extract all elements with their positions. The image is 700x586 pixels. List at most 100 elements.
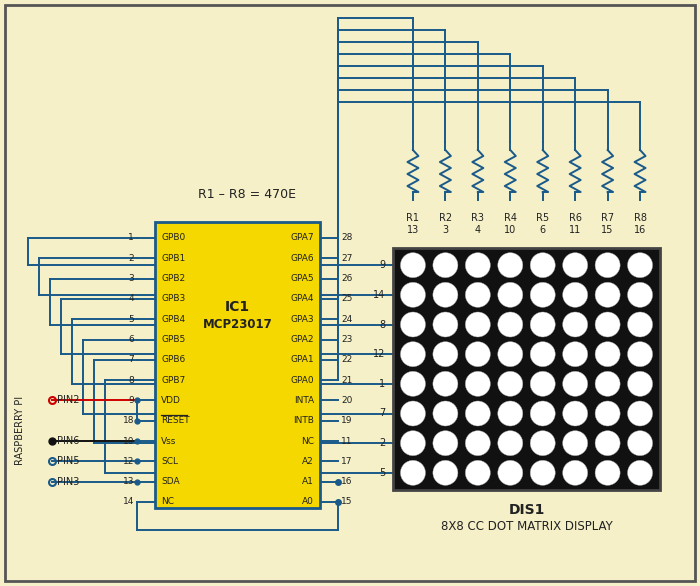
Circle shape bbox=[530, 282, 555, 307]
Circle shape bbox=[530, 312, 555, 337]
Text: PIN6: PIN6 bbox=[57, 436, 79, 446]
Circle shape bbox=[530, 342, 555, 367]
Circle shape bbox=[498, 253, 523, 278]
Circle shape bbox=[530, 372, 555, 396]
Text: IC1: IC1 bbox=[225, 300, 250, 314]
Text: SDA: SDA bbox=[161, 477, 180, 486]
Text: 8: 8 bbox=[128, 376, 134, 384]
Text: 11: 11 bbox=[569, 225, 581, 235]
Text: 12: 12 bbox=[122, 457, 134, 466]
Circle shape bbox=[563, 342, 588, 367]
Text: 18: 18 bbox=[122, 416, 134, 425]
Circle shape bbox=[530, 401, 555, 426]
Text: 5: 5 bbox=[379, 468, 385, 478]
Text: GPB3: GPB3 bbox=[161, 294, 186, 304]
Text: NC: NC bbox=[161, 498, 174, 506]
Text: 3: 3 bbox=[442, 225, 449, 235]
Text: 10: 10 bbox=[122, 437, 134, 445]
Text: 13: 13 bbox=[407, 225, 419, 235]
Circle shape bbox=[433, 431, 458, 456]
Circle shape bbox=[595, 253, 620, 278]
Text: 7: 7 bbox=[379, 408, 385, 418]
Circle shape bbox=[498, 431, 523, 456]
Circle shape bbox=[628, 282, 652, 307]
Text: 15: 15 bbox=[341, 498, 353, 506]
Circle shape bbox=[400, 372, 426, 396]
Circle shape bbox=[433, 312, 458, 337]
Text: DIS1: DIS1 bbox=[508, 503, 545, 517]
Circle shape bbox=[498, 401, 523, 426]
Text: 8X8 CC DOT MATRIX DISPLAY: 8X8 CC DOT MATRIX DISPLAY bbox=[440, 520, 612, 533]
Text: 14: 14 bbox=[372, 290, 385, 300]
Text: 8: 8 bbox=[379, 319, 385, 329]
Text: GPA3: GPA3 bbox=[290, 315, 314, 323]
Circle shape bbox=[400, 282, 426, 307]
Circle shape bbox=[563, 312, 588, 337]
Circle shape bbox=[466, 282, 490, 307]
Text: A0: A0 bbox=[302, 498, 314, 506]
Circle shape bbox=[530, 253, 555, 278]
Circle shape bbox=[595, 282, 620, 307]
Text: 9: 9 bbox=[128, 396, 134, 405]
Text: GPB6: GPB6 bbox=[161, 355, 186, 364]
Text: 3: 3 bbox=[128, 274, 134, 283]
Text: INTB: INTB bbox=[293, 416, 314, 425]
Circle shape bbox=[628, 431, 652, 456]
Text: PIN5: PIN5 bbox=[57, 456, 80, 466]
Text: 2: 2 bbox=[128, 254, 134, 263]
Circle shape bbox=[563, 282, 588, 307]
Circle shape bbox=[466, 312, 490, 337]
Text: PIN2: PIN2 bbox=[57, 396, 80, 406]
Text: R4: R4 bbox=[504, 213, 517, 223]
Circle shape bbox=[498, 342, 523, 367]
Text: 6: 6 bbox=[540, 225, 546, 235]
Circle shape bbox=[595, 461, 620, 485]
Circle shape bbox=[400, 461, 426, 485]
Text: GPA6: GPA6 bbox=[290, 254, 314, 263]
Text: R2: R2 bbox=[439, 213, 452, 223]
Text: 4: 4 bbox=[128, 294, 134, 304]
Text: GPB1: GPB1 bbox=[161, 254, 186, 263]
Circle shape bbox=[628, 372, 652, 396]
Circle shape bbox=[530, 431, 555, 456]
Text: 17: 17 bbox=[341, 457, 353, 466]
Circle shape bbox=[628, 312, 652, 337]
Text: 16: 16 bbox=[634, 225, 646, 235]
Text: GPA7: GPA7 bbox=[290, 233, 314, 243]
Circle shape bbox=[595, 401, 620, 426]
Circle shape bbox=[563, 401, 588, 426]
Text: 22: 22 bbox=[341, 355, 352, 364]
Text: 7: 7 bbox=[128, 355, 134, 364]
Circle shape bbox=[466, 461, 490, 485]
Circle shape bbox=[628, 461, 652, 485]
Text: 13: 13 bbox=[122, 477, 134, 486]
Circle shape bbox=[400, 431, 426, 456]
Text: VDD: VDD bbox=[161, 396, 181, 405]
Text: PIN3: PIN3 bbox=[57, 476, 79, 487]
Circle shape bbox=[466, 401, 490, 426]
Circle shape bbox=[595, 312, 620, 337]
Text: 1: 1 bbox=[379, 379, 385, 389]
Text: GPB7: GPB7 bbox=[161, 376, 186, 384]
Text: A2: A2 bbox=[302, 457, 314, 466]
Circle shape bbox=[530, 461, 555, 485]
Circle shape bbox=[466, 431, 490, 456]
Text: GPB4: GPB4 bbox=[161, 315, 185, 323]
Text: 5: 5 bbox=[128, 315, 134, 323]
Circle shape bbox=[498, 372, 523, 396]
Circle shape bbox=[498, 282, 523, 307]
Text: GPA4: GPA4 bbox=[290, 294, 314, 304]
Text: R3: R3 bbox=[471, 213, 484, 223]
Text: 24: 24 bbox=[341, 315, 352, 323]
Text: R6: R6 bbox=[568, 213, 582, 223]
Text: 6: 6 bbox=[128, 335, 134, 344]
Circle shape bbox=[628, 342, 652, 367]
Circle shape bbox=[400, 312, 426, 337]
Text: R5: R5 bbox=[536, 213, 550, 223]
Text: MCP23017: MCP23017 bbox=[202, 318, 272, 331]
Text: Vss: Vss bbox=[161, 437, 176, 445]
Text: R8: R8 bbox=[634, 213, 647, 223]
Text: 14: 14 bbox=[122, 498, 134, 506]
Text: GPA1: GPA1 bbox=[290, 355, 314, 364]
Circle shape bbox=[466, 372, 490, 396]
